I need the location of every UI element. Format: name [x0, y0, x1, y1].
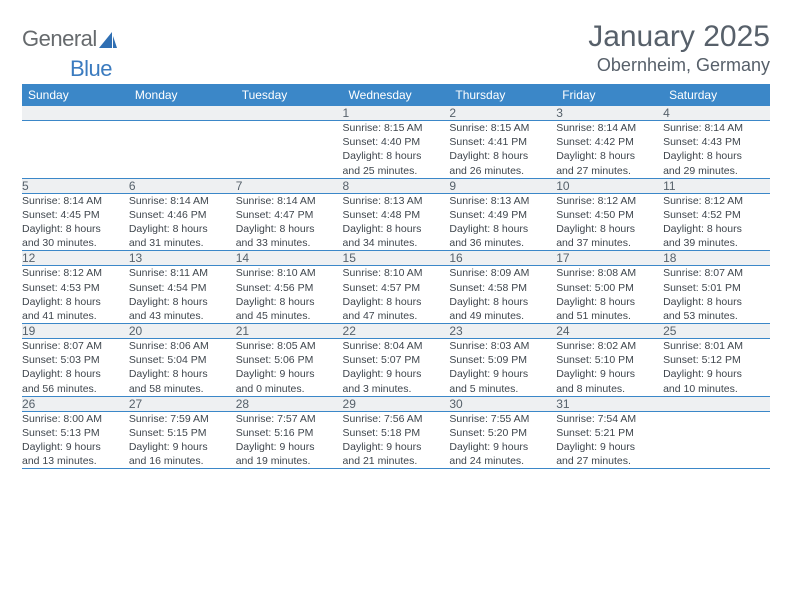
day-number: 8	[343, 178, 450, 193]
day-number: 1	[343, 106, 450, 121]
day-detail	[663, 411, 770, 469]
day-detail: Sunrise: 8:00 AMSunset: 5:13 PMDaylight:…	[22, 411, 129, 469]
day-number: 18	[663, 251, 770, 266]
weekday-header-row: Sunday Monday Tuesday Wednesday Thursday…	[22, 84, 770, 106]
day-detail: Sunrise: 8:12 AMSunset: 4:50 PMDaylight:…	[556, 193, 663, 251]
day-detail	[22, 121, 129, 179]
month-title: January 2025	[588, 20, 770, 53]
day-number	[663, 396, 770, 411]
day-detail: Sunrise: 8:05 AMSunset: 5:06 PMDaylight:…	[236, 339, 343, 397]
sail-icon	[99, 32, 117, 48]
day-number	[129, 106, 236, 121]
day-detail-row: Sunrise: 8:12 AMSunset: 4:53 PMDaylight:…	[22, 266, 770, 324]
header: General January 2025 Obernheim, Germany	[22, 20, 770, 76]
day-detail: Sunrise: 8:08 AMSunset: 5:00 PMDaylight:…	[556, 266, 663, 324]
day-detail: Sunrise: 8:12 AMSunset: 4:53 PMDaylight:…	[22, 266, 129, 324]
day-detail: Sunrise: 8:14 AMSunset: 4:43 PMDaylight:…	[663, 121, 770, 179]
day-number-row: 19202122232425	[22, 324, 770, 339]
day-number: 6	[129, 178, 236, 193]
logo: General	[22, 26, 117, 52]
day-detail: Sunrise: 8:03 AMSunset: 5:09 PMDaylight:…	[449, 339, 556, 397]
day-number: 15	[343, 251, 450, 266]
day-detail: Sunrise: 7:55 AMSunset: 5:20 PMDaylight:…	[449, 411, 556, 469]
day-detail: Sunrise: 8:14 AMSunset: 4:46 PMDaylight:…	[129, 193, 236, 251]
day-number: 16	[449, 251, 556, 266]
day-number-row: 12131415161718	[22, 251, 770, 266]
day-detail: Sunrise: 7:54 AMSunset: 5:21 PMDaylight:…	[556, 411, 663, 469]
day-number-row: 567891011	[22, 178, 770, 193]
day-detail: Sunrise: 7:57 AMSunset: 5:16 PMDaylight:…	[236, 411, 343, 469]
day-number: 10	[556, 178, 663, 193]
col-wednesday: Wednesday	[343, 84, 450, 106]
day-detail: Sunrise: 8:15 AMSunset: 4:41 PMDaylight:…	[449, 121, 556, 179]
day-number	[236, 106, 343, 121]
day-number: 19	[22, 324, 129, 339]
col-monday: Monday	[129, 84, 236, 106]
day-detail-row: Sunrise: 8:15 AMSunset: 4:40 PMDaylight:…	[22, 121, 770, 179]
logo-text-general: General	[22, 26, 97, 52]
day-number-row: 262728293031	[22, 396, 770, 411]
day-detail: Sunrise: 8:13 AMSunset: 4:49 PMDaylight:…	[449, 193, 556, 251]
day-number: 25	[663, 324, 770, 339]
day-number: 24	[556, 324, 663, 339]
day-detail: Sunrise: 8:07 AMSunset: 5:03 PMDaylight:…	[22, 339, 129, 397]
location-subtitle: Obernheim, Germany	[588, 55, 770, 76]
day-detail: Sunrise: 7:56 AMSunset: 5:18 PMDaylight:…	[343, 411, 450, 469]
day-number: 20	[129, 324, 236, 339]
day-number: 4	[663, 106, 770, 121]
day-number: 7	[236, 178, 343, 193]
day-number: 11	[663, 178, 770, 193]
day-detail: Sunrise: 8:14 AMSunset: 4:45 PMDaylight:…	[22, 193, 129, 251]
day-number: 12	[22, 251, 129, 266]
col-tuesday: Tuesday	[236, 84, 343, 106]
day-number: 13	[129, 251, 236, 266]
day-detail-row: Sunrise: 8:14 AMSunset: 4:45 PMDaylight:…	[22, 193, 770, 251]
day-detail-row: Sunrise: 8:00 AMSunset: 5:13 PMDaylight:…	[22, 411, 770, 469]
day-number: 2	[449, 106, 556, 121]
day-number	[22, 106, 129, 121]
day-number: 21	[236, 324, 343, 339]
day-number: 27	[129, 396, 236, 411]
day-number: 28	[236, 396, 343, 411]
day-number: 5	[22, 178, 129, 193]
logo-text-blue: Blue	[70, 56, 112, 82]
day-number: 17	[556, 251, 663, 266]
day-detail: Sunrise: 8:02 AMSunset: 5:10 PMDaylight:…	[556, 339, 663, 397]
day-number: 22	[343, 324, 450, 339]
day-number: 3	[556, 106, 663, 121]
day-detail: Sunrise: 8:15 AMSunset: 4:40 PMDaylight:…	[343, 121, 450, 179]
day-detail	[236, 121, 343, 179]
day-number: 26	[22, 396, 129, 411]
day-detail: Sunrise: 8:13 AMSunset: 4:48 PMDaylight:…	[343, 193, 450, 251]
title-block: January 2025 Obernheim, Germany	[588, 20, 770, 76]
col-friday: Friday	[556, 84, 663, 106]
day-detail: Sunrise: 7:59 AMSunset: 5:15 PMDaylight:…	[129, 411, 236, 469]
day-number: 9	[449, 178, 556, 193]
day-detail: Sunrise: 8:10 AMSunset: 4:57 PMDaylight:…	[343, 266, 450, 324]
col-saturday: Saturday	[663, 84, 770, 106]
day-number-row: 1234	[22, 106, 770, 121]
day-number: 23	[449, 324, 556, 339]
col-thursday: Thursday	[449, 84, 556, 106]
day-detail: Sunrise: 8:10 AMSunset: 4:56 PMDaylight:…	[236, 266, 343, 324]
day-number: 14	[236, 251, 343, 266]
day-detail: Sunrise: 8:09 AMSunset: 4:58 PMDaylight:…	[449, 266, 556, 324]
day-detail: Sunrise: 8:07 AMSunset: 5:01 PMDaylight:…	[663, 266, 770, 324]
day-detail: Sunrise: 8:04 AMSunset: 5:07 PMDaylight:…	[343, 339, 450, 397]
day-number: 29	[343, 396, 450, 411]
day-detail: Sunrise: 8:11 AMSunset: 4:54 PMDaylight:…	[129, 266, 236, 324]
day-detail	[129, 121, 236, 179]
day-detail: Sunrise: 8:01 AMSunset: 5:12 PMDaylight:…	[663, 339, 770, 397]
day-detail: Sunrise: 8:12 AMSunset: 4:52 PMDaylight:…	[663, 193, 770, 251]
calendar-table: Sunday Monday Tuesday Wednesday Thursday…	[22, 84, 770, 469]
day-detail-row: Sunrise: 8:07 AMSunset: 5:03 PMDaylight:…	[22, 339, 770, 397]
day-number: 30	[449, 396, 556, 411]
day-detail: Sunrise: 8:14 AMSunset: 4:42 PMDaylight:…	[556, 121, 663, 179]
day-detail: Sunrise: 8:06 AMSunset: 5:04 PMDaylight:…	[129, 339, 236, 397]
day-number: 31	[556, 396, 663, 411]
day-detail: Sunrise: 8:14 AMSunset: 4:47 PMDaylight:…	[236, 193, 343, 251]
col-sunday: Sunday	[22, 84, 129, 106]
